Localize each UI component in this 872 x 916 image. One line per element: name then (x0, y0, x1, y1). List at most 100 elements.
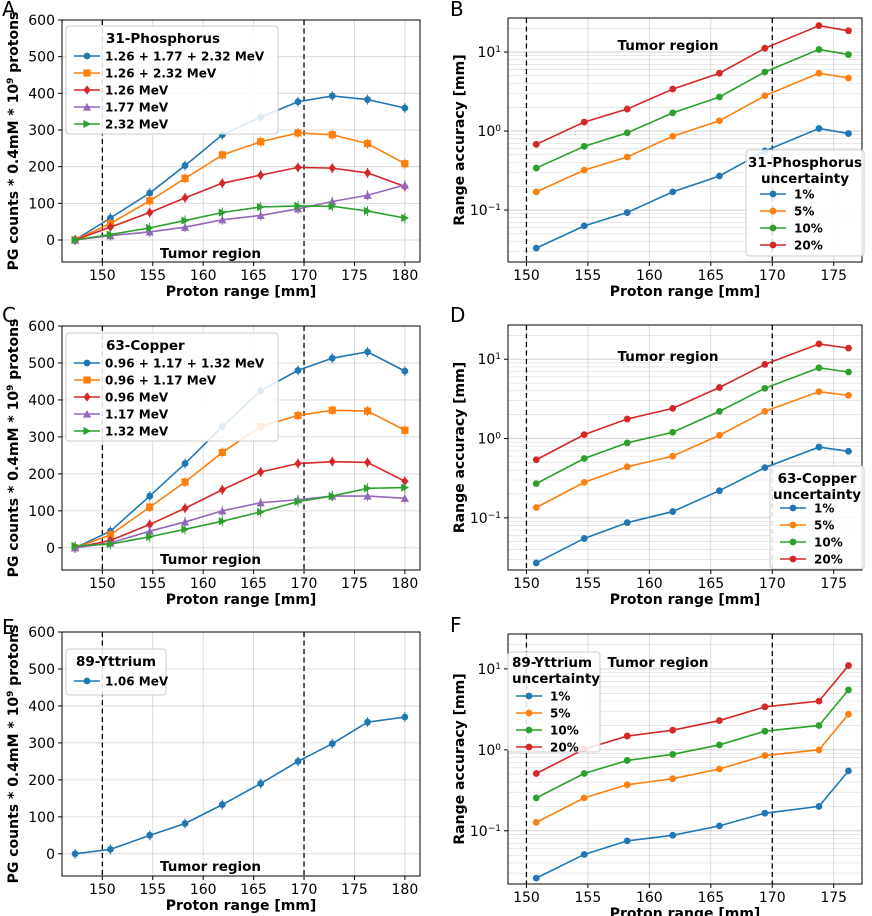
data-point (532, 504, 540, 511)
y-tick-label: 0 (46, 233, 55, 249)
data-point (257, 170, 265, 180)
plot-frame (507, 324, 863, 571)
legend-item: 0.96 + 1.17 MeV (74, 374, 217, 388)
data-point (623, 153, 631, 161)
data-point (106, 531, 115, 539)
data-point (146, 223, 154, 232)
legend-item: 5% (760, 205, 814, 219)
data-point (181, 174, 189, 182)
y-tick-label: 200 (28, 160, 55, 176)
y-tick-label: 500 (28, 662, 55, 678)
legend-swatch-marker (83, 426, 92, 436)
x-tick-label: 150 (513, 576, 540, 592)
data-point (761, 752, 769, 759)
data-point (761, 384, 769, 392)
data-point (218, 178, 226, 188)
legend-item: 1% (760, 188, 814, 202)
series-line (75, 716, 405, 855)
legend-box (65, 332, 279, 442)
y-tick-label: 600 (28, 625, 55, 641)
legend-label: 0.96 MeV (105, 391, 169, 405)
x-tick-label: 150 (513, 890, 540, 906)
x-tick-label: 155 (575, 268, 602, 284)
legend-label: 10% (550, 724, 579, 738)
data-point (716, 117, 723, 125)
series-5- (532, 388, 852, 511)
data-point (218, 151, 226, 159)
data-point (364, 718, 371, 726)
y-tick-label: 0 (46, 847, 55, 863)
data-point (532, 818, 540, 826)
legend-label: 1.26 + 2.32 MeV (105, 67, 217, 81)
data-point (761, 361, 769, 368)
data-point (815, 697, 823, 705)
legend-box (65, 648, 167, 696)
y-axis-label: PG counts * 0.4mM * 109 protons (6, 319, 22, 578)
legend-box (507, 651, 601, 753)
data-point (623, 519, 631, 527)
y-tick-label: 600 (28, 13, 55, 29)
data-point (669, 109, 677, 117)
data-point (294, 411, 302, 420)
data-point (401, 483, 409, 492)
y-tick-label: 10−1 (470, 511, 501, 527)
data-point (328, 354, 336, 362)
data-point (180, 517, 190, 526)
data-point (815, 22, 823, 30)
legend: 89-Yttrium 1.06 MeV (65, 648, 169, 696)
legend-title: 31-Phosphorus (106, 31, 220, 47)
tumor-region-label: Tumor region (160, 246, 261, 262)
data-point (532, 456, 540, 464)
series-line (535, 713, 850, 824)
data-point (532, 874, 540, 882)
data-point (363, 491, 372, 500)
data-point (401, 367, 409, 375)
data-point (106, 540, 115, 549)
series-line (535, 127, 849, 249)
legend-swatch-marker (769, 224, 777, 232)
legend: 31-Phosphorus 1.26 + 1.77 + 2.32 MeV 1.26 … (65, 25, 279, 135)
data-point (71, 235, 80, 245)
data-point (364, 96, 371, 103)
data-point (218, 448, 226, 457)
data-point (181, 216, 190, 225)
legend-swatch-marker (525, 743, 533, 751)
data-point (623, 209, 631, 216)
data-point (363, 139, 372, 148)
y-tick-label: 101 (477, 352, 501, 368)
data-point (815, 803, 823, 810)
data-point (716, 431, 723, 439)
data-point (623, 415, 631, 423)
data-point (294, 201, 303, 210)
data-point (328, 406, 336, 414)
panel-d: D 150 155 160 165 170 175 10−1 100 101 Proton rang… (450, 303, 865, 608)
legend-label: 1% (814, 502, 834, 516)
data-point (363, 191, 372, 199)
series-1-26-2-32-mev (71, 127, 409, 245)
data-point (716, 822, 723, 830)
data-point (580, 431, 588, 439)
data-point (845, 344, 852, 352)
legend-title: 63-Copper (106, 338, 185, 354)
panel-a: A 150 155 160 165 170 175 180 0 100 200 300 400 500 60… (2, 0, 421, 300)
legend-item: 10% (760, 222, 823, 236)
panel-b: B 150 155 160 165 170 175 10−1 100 101 Proton rang… (450, 0, 865, 300)
legend-label: 5% (814, 519, 834, 533)
y-tick-label: 10−1 (470, 203, 501, 219)
y-tick-label: 200 (28, 773, 55, 789)
data-point (845, 686, 852, 694)
y-tick-label: 10−1 (470, 824, 501, 840)
legend-item: 1.26 + 1.77 + 2.32 MeV (74, 50, 265, 64)
series-line (535, 366, 849, 485)
data-point (181, 193, 189, 203)
y-tick-label: 100 (28, 810, 55, 826)
y-axis-label: Range accuracy [mm] (452, 673, 468, 844)
legend-swatch-marker (525, 726, 533, 734)
data-point (716, 69, 723, 77)
x-tick-label: 175 (820, 268, 847, 284)
y-tick-label: 100 (477, 743, 501, 759)
series-5- (532, 710, 852, 826)
y-tick-label: 400 (28, 393, 55, 409)
legend-swatch-marker (789, 521, 797, 529)
